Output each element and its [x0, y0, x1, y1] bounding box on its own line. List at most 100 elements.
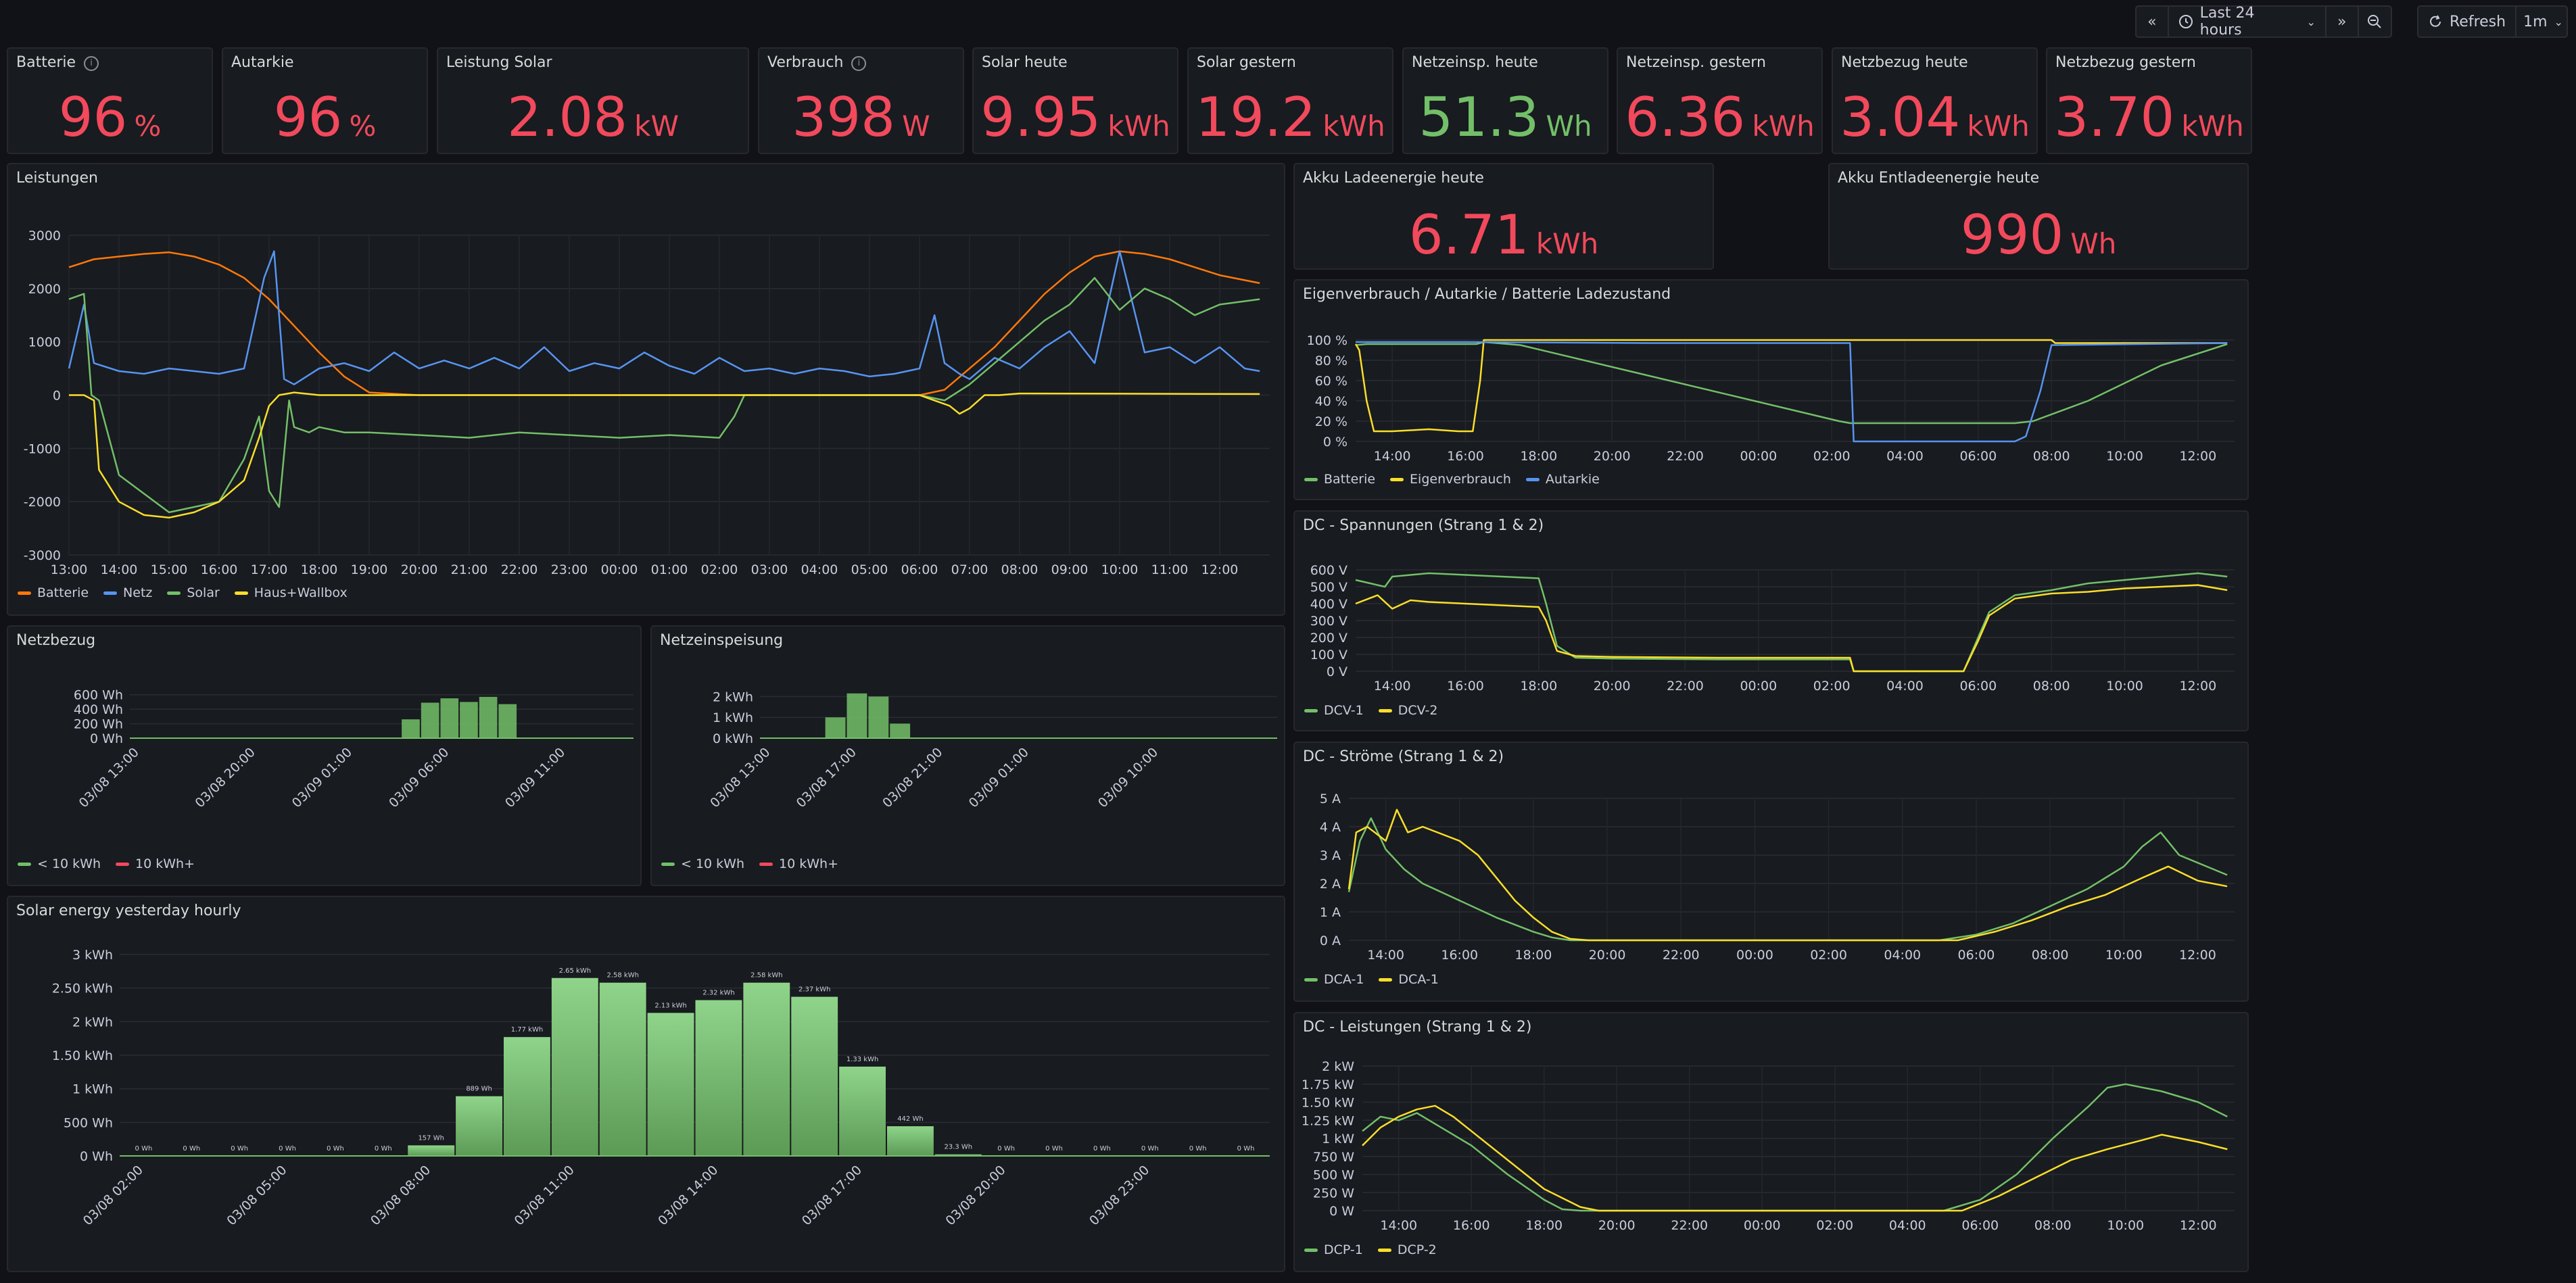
legend-item[interactable]: Haus+Wallbox — [234, 585, 348, 600]
y-tick-label: 4 A — [1320, 820, 1341, 835]
panel-leistungen: Leistungen 3000 2000 1000 0 -1000 -2000 -3000 1… — [7, 163, 1285, 616]
y-tick-label: 250 W — [1313, 1186, 1354, 1201]
x-tick-label: 16:00 — [1453, 1218, 1490, 1233]
bar-value-label: 0 Wh — [1189, 1145, 1207, 1153]
legend-item[interactable]: Netz — [103, 585, 152, 600]
legend-item[interactable]: DCP-1 — [1304, 1242, 1363, 1257]
panel-title: Leistung Solar — [446, 54, 552, 71]
x-tick-label: 18:00 — [1520, 679, 1557, 694]
legend-item[interactable]: Solar — [167, 585, 220, 600]
x-tick-label: 03/08 17:00 — [799, 1163, 865, 1228]
zoom-out-button[interactable] — [2359, 7, 2391, 37]
panel-title: Solar gestern — [1197, 54, 1296, 71]
x-tick-label: 05:00 — [851, 562, 888, 577]
legend-item[interactable]: Eigenverbrauch — [1390, 472, 1511, 487]
x-tick-label: 22:00 — [1671, 1218, 1708, 1233]
series-line-dcp-2 — [1362, 1105, 2228, 1212]
x-tick-label: 06:00 — [1961, 1218, 1999, 1233]
refresh-button[interactable]: Refresh — [2418, 7, 2517, 37]
bar — [647, 1013, 694, 1156]
legend: DCA-1 DCA-1 — [1304, 972, 1439, 987]
y-tick-label: 0 kWh — [713, 731, 753, 746]
clock-icon — [2178, 15, 2193, 28]
time-range-picker[interactable]: Last 24 hours ⌄ — [2169, 5, 2327, 39]
stat-akku-entlade: Akku Entladeenergie heute 990 Wh — [1828, 163, 2249, 270]
stat-value: 990 Wh — [1960, 203, 2117, 266]
x-tick-label: 18:00 — [1520, 449, 1557, 464]
stat-netzeinsp-gestern: Netzeinsp. gestern 6.36 kWh — [1617, 47, 1823, 154]
y-tick-label: 80 % — [1315, 354, 1347, 368]
panel-dc-leistungen: DC - Leistungen (Strang 1 & 2) 2 kW 1.75 … — [1293, 1012, 2249, 1272]
x-tick-label: 09:00 — [1051, 562, 1089, 577]
x-tick-label: 03/09 01:00 — [289, 745, 355, 810]
chart-dc-leistungen: 2 kW 1.75 kW 1.50 kW 1.25 kW 1 kW 750 W 500 W 2… — [1302, 1059, 2235, 1233]
x-tick-label: 00:00 — [601, 562, 638, 577]
legend-item[interactable]: 10 kWh+ — [116, 856, 195, 871]
info-icon[interactable]: i — [84, 56, 99, 71]
x-tick-label: 18:00 — [301, 562, 338, 577]
x-tick-label: 14:00 — [1374, 449, 1411, 464]
bar-value-label: 0 Wh — [135, 1145, 153, 1153]
bar — [825, 717, 846, 738]
x-tick-label: 12:00 — [2179, 449, 2216, 464]
legend-item[interactable]: < 10 kWh — [661, 856, 744, 871]
x-tick-label: 03/08 05:00 — [224, 1163, 289, 1228]
legend-item[interactable]: 10 kWh+ — [759, 856, 838, 871]
y-tick-label: 0 Wh — [80, 1149, 113, 1164]
panel-title: Netzbezug gestern — [2055, 54, 2196, 71]
series-line-dca-1 — [1347, 817, 2228, 942]
x-tick-label: 18:00 — [1515, 948, 1552, 963]
refresh-interval-select[interactable]: 1m ⌄ — [2523, 13, 2563, 30]
y-tick-label: 600 V — [1310, 563, 1347, 578]
x-tick-label: 00:00 — [1744, 1218, 1781, 1233]
x-tick-label: 15:00 — [151, 562, 188, 577]
y-tick-label: 2 kWh — [72, 1015, 113, 1030]
panel-title: DC - Ströme (Strang 1 & 2) — [1303, 748, 1504, 765]
x-tick-label: 02:00 — [1813, 449, 1851, 464]
legend-item[interactable]: DCA-1 — [1304, 972, 1364, 987]
time-back-button[interactable]: « — [2137, 7, 2169, 37]
time-controls: « Last 24 hours ⌄ » — [2135, 5, 2392, 39]
x-tick-label: 20:00 — [1598, 1218, 1636, 1233]
x-tick-label: 14:00 — [101, 562, 138, 577]
legend-item[interactable]: DCP-2 — [1377, 1242, 1437, 1257]
y-tick-label: 1.50 kWh — [52, 1048, 113, 1063]
x-tick-label: 03/08 14:00 — [655, 1163, 721, 1228]
chevron-down-icon: ⌄ — [2554, 15, 2563, 28]
panel-title: Akku Entladeenergie heute — [1838, 170, 2040, 187]
x-tick-label: 03/09 06:00 — [386, 745, 452, 810]
y-tick-label: 5 A — [1320, 792, 1341, 806]
y-tick-label: 100 % — [1307, 333, 1347, 348]
legend-item[interactable]: Batterie — [1304, 472, 1375, 487]
legend-swatch — [759, 862, 773, 866]
x-tick-label: 03/09 11:00 — [502, 745, 568, 810]
info-icon[interactable]: i — [851, 56, 867, 71]
legend-item[interactable]: DCV-1 — [1304, 703, 1364, 718]
stat-netzbezug-gestern: Netzbezug gestern 3.70 kWh — [2046, 47, 2252, 154]
x-tick-label: 16:00 — [1441, 948, 1478, 963]
time-forward-button[interactable]: » — [2327, 7, 2359, 37]
x-tick-label: 12:00 — [2179, 679, 2216, 694]
x-tick-label: 12:00 — [1201, 562, 1239, 577]
bar — [479, 696, 498, 738]
legend-swatch — [1304, 1248, 1318, 1252]
bar-value-label: 0 Wh — [997, 1145, 1015, 1153]
legend-swatch — [167, 591, 181, 595]
legend-swatch — [103, 591, 118, 595]
legend-item[interactable]: < 10 kWh — [18, 856, 101, 871]
x-tick-label: 17:00 — [251, 562, 288, 577]
legend: Batterie Netz Solar Haus+Wallbox — [18, 585, 348, 600]
legend-item[interactable]: DCA-1 — [1379, 972, 1439, 987]
x-tick-label: 19:00 — [351, 562, 388, 577]
stat-value: 6.36 kWh — [1625, 86, 1815, 149]
y-tick-label: 0 % — [1323, 435, 1347, 450]
legend-item[interactable]: DCV-2 — [1378, 703, 1437, 718]
x-tick-label: 03/08 13:00 — [707, 745, 773, 810]
legend-item[interactable]: Autarkie — [1525, 472, 1600, 487]
x-tick-label: 03/09 01:00 — [966, 745, 1032, 810]
y-tick-label: 60 % — [1315, 374, 1347, 389]
bar-value-label: 889 Wh — [466, 1086, 492, 1093]
legend-item[interactable]: Batterie — [18, 585, 89, 600]
